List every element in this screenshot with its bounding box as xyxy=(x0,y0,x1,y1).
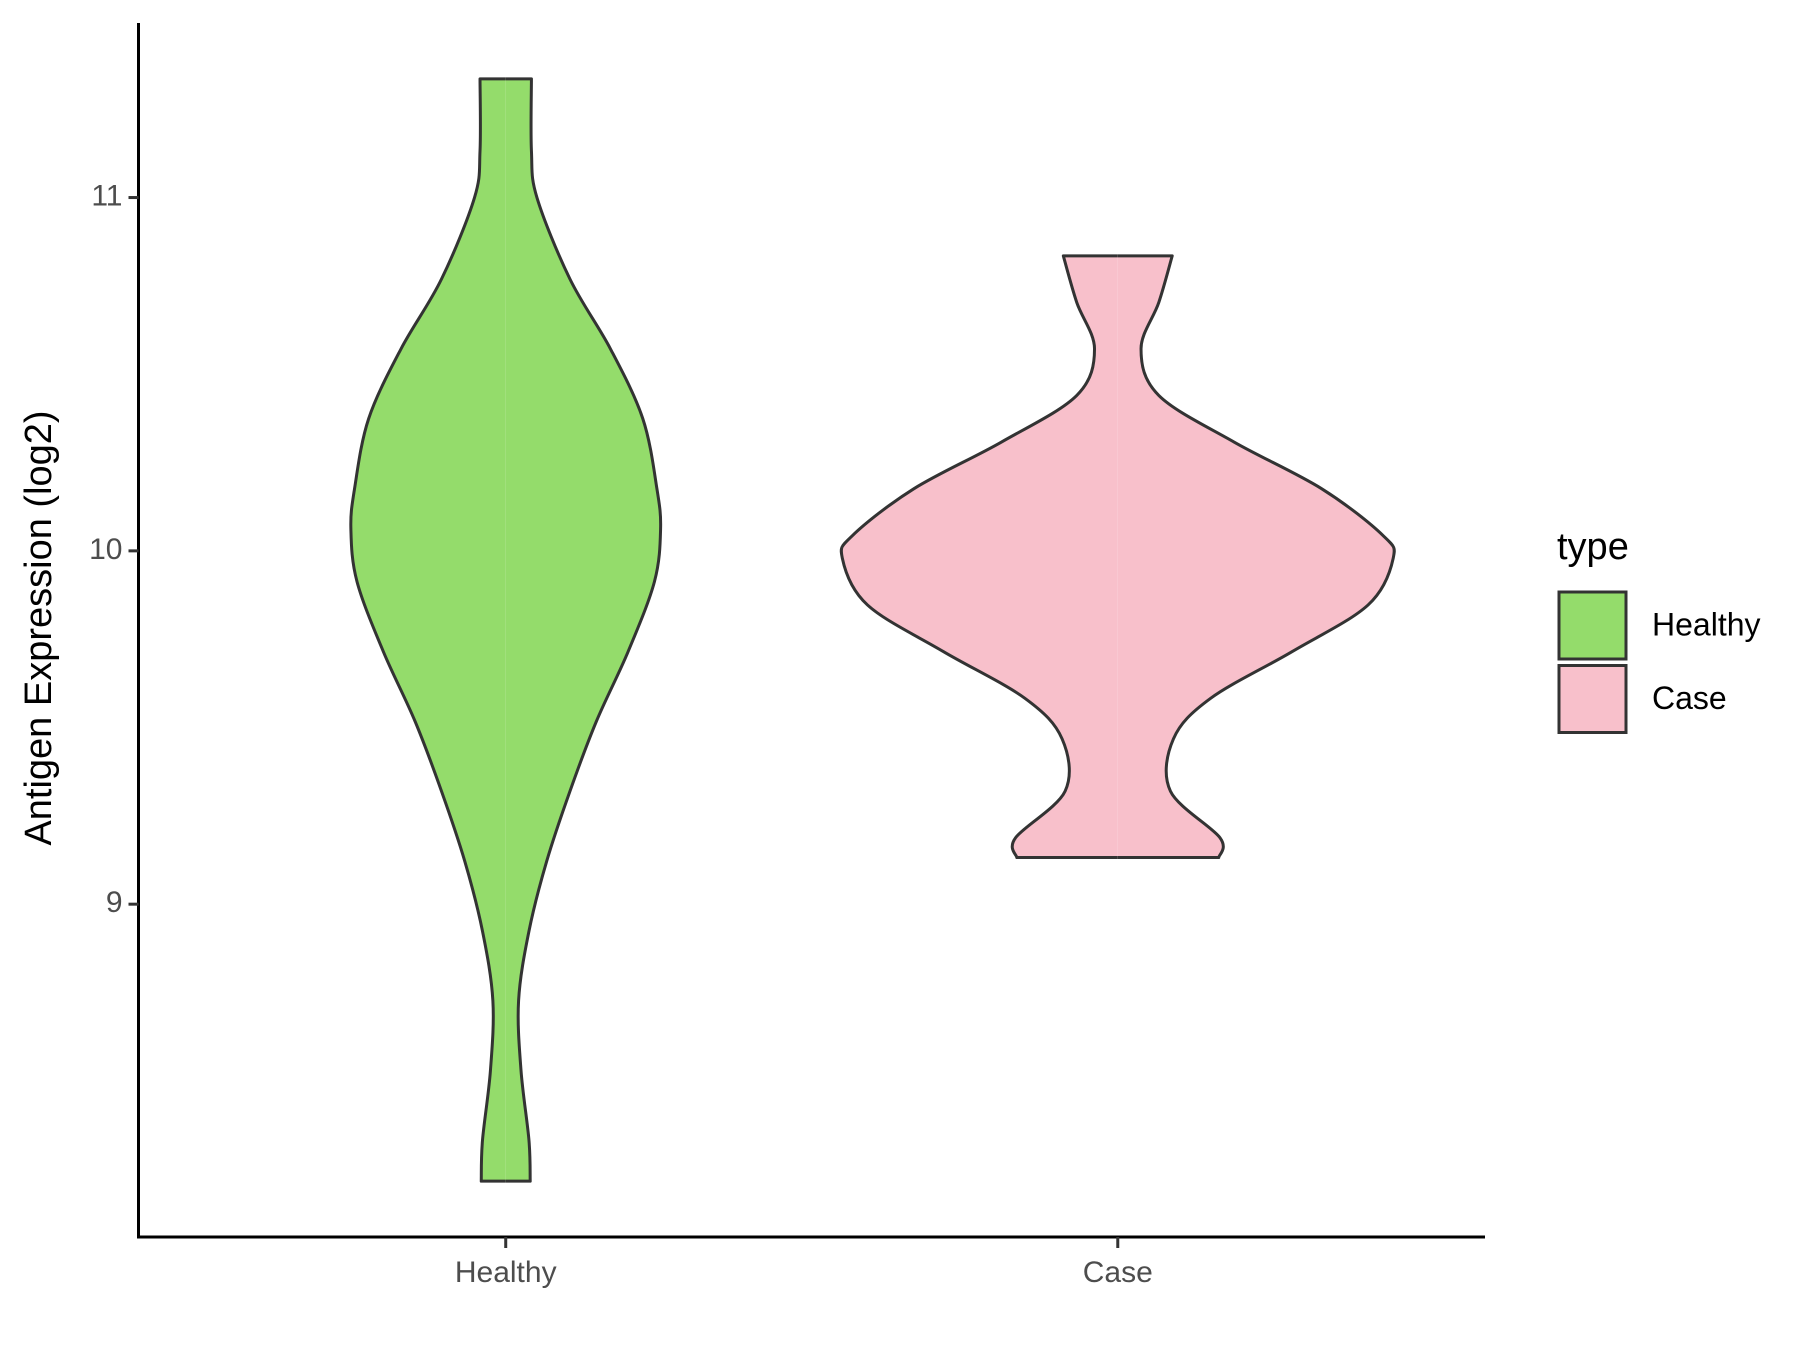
legend-label: Healthy xyxy=(1652,606,1761,642)
y-tick-label: 9 xyxy=(106,886,123,919)
violin-right-half xyxy=(505,77,663,1183)
x-tick-label: Healthy xyxy=(455,1256,557,1289)
legend-label: Case xyxy=(1652,680,1727,716)
violin-left-half xyxy=(349,77,506,1183)
y-axis-title: Antigen Expression (log2) xyxy=(18,410,60,845)
legend-swatch xyxy=(1557,590,1628,661)
violin-left-half xyxy=(839,254,1118,860)
plot-area xyxy=(349,77,1396,1183)
y-tick-label: 11 xyxy=(91,179,122,212)
legend-swatch xyxy=(1557,664,1628,734)
violin-right-half xyxy=(1117,254,1396,860)
x-tick-label: Case xyxy=(1083,1256,1153,1289)
legend-title: type xyxy=(1557,526,1629,568)
y-tick-label: 10 xyxy=(89,533,122,566)
